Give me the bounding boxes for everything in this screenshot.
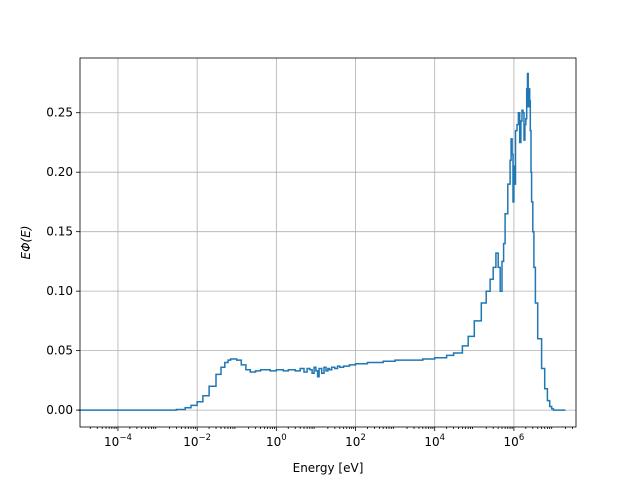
y-tick-label: 0.20 <box>46 165 73 179</box>
x-tick-exponent: 4 <box>440 433 445 443</box>
x-tick-exponent: 6 <box>519 433 524 443</box>
x-tick-exponent: −2 <box>199 433 212 443</box>
y-tick-label: 0.05 <box>46 344 73 358</box>
x-tick-label: 10−4 <box>104 433 132 449</box>
x-tick-label: 106 <box>504 433 525 449</box>
x-tick-exponent: −4 <box>119 433 132 443</box>
x-tick-label: 104 <box>424 433 445 449</box>
x-tick-exponent: 2 <box>360 433 365 443</box>
y-tick-label: 0.25 <box>46 106 73 120</box>
x-axis-ticks: 10−4 10−2 100 102 104 106 <box>89 427 573 449</box>
y-tick-label: 0.00 <box>46 403 73 417</box>
y-tick-label: 0.10 <box>46 284 73 298</box>
x-tick-label: 100 <box>266 433 287 449</box>
series-line <box>78 72 566 411</box>
x-tick-exponent: 0 <box>281 433 286 443</box>
x-tick-base: 10 <box>104 435 119 449</box>
x-tick-base: 10 <box>504 435 519 449</box>
x-tick-base: 10 <box>266 435 281 449</box>
y-tick-label: 0.15 <box>46 225 73 239</box>
x-tick-label: 10−2 <box>183 433 211 449</box>
y-axis-label: EΦ(E) <box>19 226 33 260</box>
series-group <box>78 72 566 411</box>
x-axis-label: Energy [eV] <box>293 461 364 475</box>
x-tick-base: 10 <box>345 435 360 449</box>
x-tick-label: 102 <box>345 433 366 449</box>
y-axis-ticks: 0.00 0.05 0.10 0.15 0.20 0.25 <box>46 106 80 417</box>
x-tick-base: 10 <box>424 435 439 449</box>
x-tick-base: 10 <box>183 435 198 449</box>
